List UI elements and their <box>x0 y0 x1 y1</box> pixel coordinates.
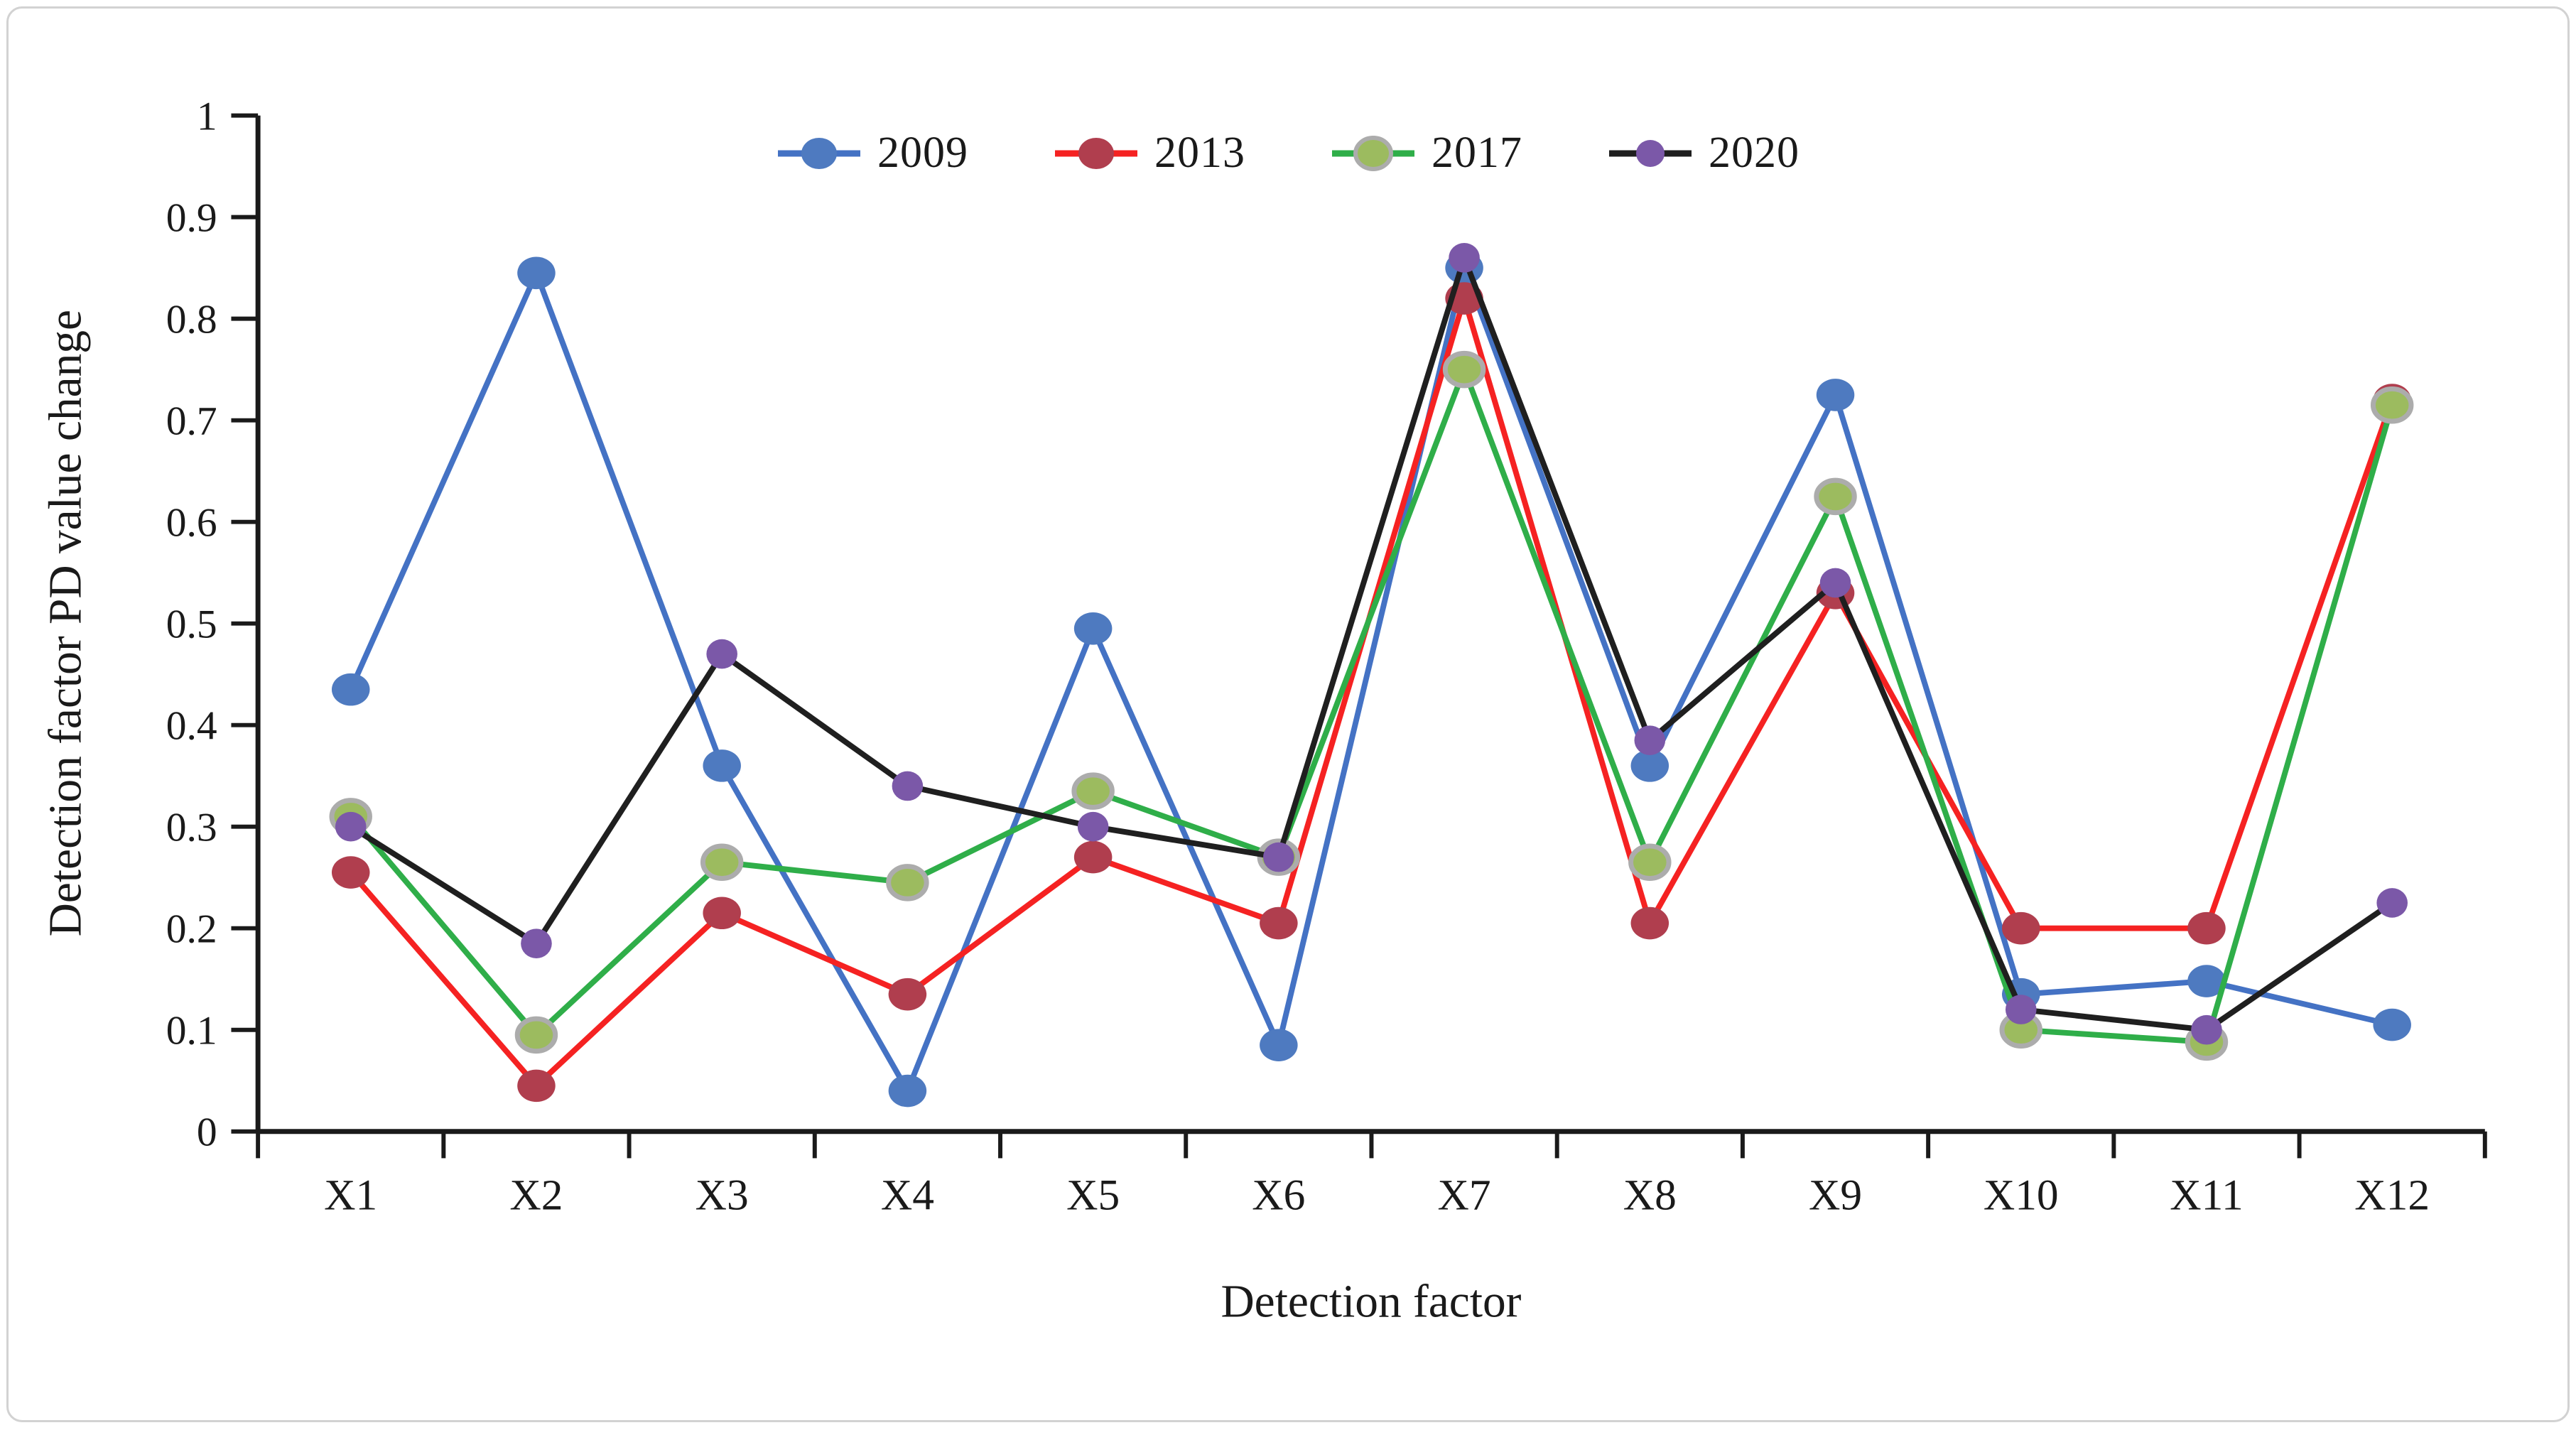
x-axis-title: Detection factor <box>1221 1276 1521 1327</box>
data-point-2013-X4 <box>888 978 927 1011</box>
data-point-2020-X10 <box>2005 995 2037 1024</box>
data-point-2020-X2 <box>521 928 552 958</box>
data-point-2020-X1 <box>335 811 367 842</box>
y-axis-tick-label: 0.8 <box>166 297 217 342</box>
category-label: X9 <box>1809 1171 1862 1220</box>
line-chart: 0 0.1 0.2 0.3 0.4 0.5 0.6 0.7 0.8 0.9 1 X1 X2 X3 X4 X5 X… <box>40 94 2487 1327</box>
data-point-2009-X6 <box>1260 1029 1298 1061</box>
category-label: X6 <box>1252 1171 1305 1220</box>
y-axis-tick-label: 0.5 <box>166 602 217 647</box>
category-label: X5 <box>1066 1171 1120 1220</box>
category-label: X7 <box>1438 1171 1491 1220</box>
data-point-2020-X5 <box>1077 811 1109 842</box>
series-line-2009 <box>347 265 2396 1094</box>
y-axis-tick-label: 0.9 <box>166 195 217 240</box>
data-point-2009-X1 <box>331 673 370 706</box>
data-point-2020-X4 <box>892 771 924 801</box>
category-label: X1 <box>324 1171 377 1220</box>
y-axis-tick-label: 0.6 <box>166 500 217 545</box>
y-axis-title: Detection factor PD value change <box>40 310 91 936</box>
data-point-2013-X10 <box>2001 911 2040 945</box>
data-point-2017-X12 <box>2370 386 2414 424</box>
series-line-2020 <box>347 254 2396 1033</box>
category-label: X4 <box>881 1171 934 1220</box>
y-axis-tick-label: 0.2 <box>166 907 217 952</box>
category-label: X3 <box>696 1171 749 1220</box>
data-point-2013-X5 <box>1073 840 1113 874</box>
y-axis-tick-label: 0.7 <box>166 399 217 443</box>
data-point-2009-X11 <box>2187 965 2226 997</box>
y-axis-tick-label: 0.3 <box>166 806 217 850</box>
data-point-2017-X9 <box>1814 477 1857 516</box>
data-point-2013-X6 <box>1260 906 1298 940</box>
data-point-2020-X12 <box>2376 888 2408 918</box>
data-point-2017-X5 <box>1071 772 1115 810</box>
y-axis-tick-label: 0.1 <box>166 1009 217 1054</box>
y-axis-tick-label: 0.4 <box>166 704 217 749</box>
data-point-2013-X1 <box>331 856 370 889</box>
data-point-2009-X3 <box>703 749 741 782</box>
data-point-2020-X7 <box>1449 243 1480 273</box>
data-point-2009-X5 <box>1073 612 1113 645</box>
y-axis-tick-label: 0 <box>197 1110 217 1155</box>
data-point-2013-X2 <box>517 1069 556 1103</box>
data-point-2020-X11 <box>2191 1014 2222 1045</box>
y-axis-tick-label: 1 <box>197 94 217 139</box>
data-point-2020-X8 <box>1634 725 1666 755</box>
series-line-2017 <box>347 367 2396 1045</box>
data-point-2017-X8 <box>1628 843 1672 882</box>
data-point-2020-X6 <box>1263 842 1294 872</box>
chart-panel: 0 0.1 0.2 0.3 0.4 0.5 0.6 0.7 0.8 0.9 1 X1 X2 X3 X4 X5 X… <box>6 6 2570 1422</box>
data-point-2020-X3 <box>706 639 737 669</box>
data-point-2009-X8 <box>1630 749 1669 782</box>
data-point-2013-X8 <box>1630 906 1669 940</box>
series-line-2013 <box>347 296 2396 1089</box>
category-label: X8 <box>1623 1171 1677 1220</box>
data-point-2017-X4 <box>886 864 929 901</box>
data-point-2009-X12 <box>2373 1008 2411 1041</box>
category-label: X11 <box>2170 1171 2244 1220</box>
plot-area: 0 0.1 0.2 0.3 0.4 0.5 0.6 0.7 0.8 0.9 1 X1 X2 X3 X4 X5 X… <box>166 94 2487 1220</box>
data-point-2017-X3 <box>700 843 744 882</box>
category-label: X2 <box>509 1171 563 1220</box>
category-label: X12 <box>2354 1171 2430 1220</box>
data-point-2020-X9 <box>1819 568 1851 598</box>
data-point-2009-X2 <box>517 256 556 290</box>
category-label: X10 <box>1984 1171 2059 1220</box>
data-point-2009-X9 <box>1816 379 1855 411</box>
data-point-2009-X4 <box>888 1074 927 1108</box>
data-point-2017-X7 <box>1442 350 1486 389</box>
data-point-2017-X2 <box>514 1016 558 1054</box>
data-point-2013-X3 <box>703 897 741 930</box>
data-point-2013-X11 <box>2187 911 2226 945</box>
